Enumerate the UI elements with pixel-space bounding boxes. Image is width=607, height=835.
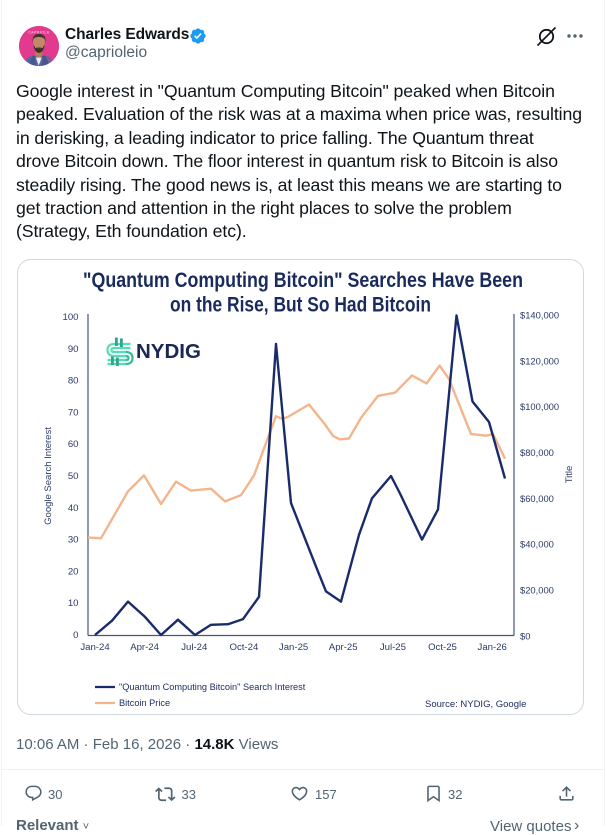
svg-text:"Quantum Computing Bitcoin" Se: "Quantum Computing Bitcoin" Searches Hav… xyxy=(83,268,523,292)
svg-text:80: 80 xyxy=(68,376,79,387)
svg-text:CAPRIOLE: CAPRIOLE xyxy=(28,31,50,35)
svg-text:$40,000: $40,000 xyxy=(520,539,554,550)
svg-text:10: 10 xyxy=(68,598,79,609)
svg-text:$100,000: $100,000 xyxy=(520,401,559,412)
svg-text:Bitcoin Price: Bitcoin Price xyxy=(119,698,170,708)
svg-text:Jan-24: Jan-24 xyxy=(80,642,110,653)
svg-text:$140,000: $140,000 xyxy=(520,310,559,321)
svg-text:50: 50 xyxy=(68,471,79,482)
svg-text:$80,000: $80,000 xyxy=(520,447,554,458)
svg-text:60: 60 xyxy=(68,439,79,450)
svg-text:Oct-25: Oct-25 xyxy=(428,642,457,653)
svg-text:"Quantum Computing Bitcoin" Se: "Quantum Computing Bitcoin" Search Inter… xyxy=(119,682,306,692)
svg-text:20: 20 xyxy=(68,566,79,577)
svg-text:NYDIG: NYDIG xyxy=(136,340,201,363)
svg-text:40: 40 xyxy=(68,503,79,514)
svg-text:Jan-25: Jan-25 xyxy=(279,642,308,653)
svg-text:100: 100 xyxy=(62,312,78,323)
svg-text:0: 0 xyxy=(73,630,78,641)
svg-text:70: 70 xyxy=(68,407,79,418)
svg-text:90: 90 xyxy=(68,344,79,355)
svg-text:Apr-24: Apr-24 xyxy=(130,642,159,653)
svg-text:$120,000: $120,000 xyxy=(520,355,559,366)
svg-text:Jul-24: Jul-24 xyxy=(181,642,208,653)
svg-text:$0: $0 xyxy=(520,630,530,641)
svg-text:on the Rise, But So Had Bitcoi: on the Rise, But So Had Bitcoin xyxy=(170,293,431,317)
svg-text:$20,000: $20,000 xyxy=(520,585,554,596)
svg-text:$60,000: $60,000 xyxy=(520,493,554,504)
svg-text:30: 30 xyxy=(68,535,79,546)
svg-text:Oct-24: Oct-24 xyxy=(230,642,259,653)
svg-text:Jan-26: Jan-26 xyxy=(478,642,507,653)
svg-text:Google Search Interest: Google Search Interest xyxy=(43,427,54,525)
svg-text:Apr-25: Apr-25 xyxy=(329,642,358,653)
svg-text:Source: NYDIG, Google: Source: NYDIG, Google xyxy=(425,699,526,710)
svg-text:Jul-25: Jul-25 xyxy=(380,642,406,653)
svg-text:Title: Title xyxy=(564,466,575,484)
